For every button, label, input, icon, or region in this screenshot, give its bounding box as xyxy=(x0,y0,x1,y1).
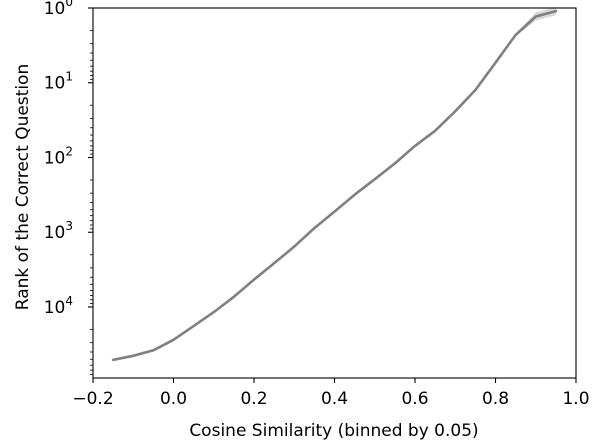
x-tick-label-0: −0.2 xyxy=(72,389,113,409)
y-axis: 100 101 102 103 104 xyxy=(44,0,93,375)
plot-area xyxy=(92,7,577,379)
plot-frame xyxy=(92,7,577,379)
x-tick-label-2: 0.2 xyxy=(240,389,267,409)
y-tick-label-0: 100 xyxy=(44,0,73,19)
y-tick-label-4: 104 xyxy=(44,294,73,318)
y-tick-label-2: 102 xyxy=(44,144,73,168)
y-tick-label-3: 103 xyxy=(44,219,73,243)
x-tick-label-3: 0.4 xyxy=(321,389,348,409)
y-axis-label: Rank of the Correct Question xyxy=(13,64,33,310)
series-0-line xyxy=(111,9,558,362)
x-axis-label: Cosine Similarity (binned by 0.05) xyxy=(189,421,478,441)
x-axis: −0.2 0.0 0.2 0.4 0.6 0.8 1.0 xyxy=(72,378,590,409)
y-tick-label-1: 101 xyxy=(44,70,73,94)
x-tick-label-1: 0.0 xyxy=(160,389,187,409)
x-tick-label-6: 1.0 xyxy=(562,389,589,409)
x-tick-label-5: 0.8 xyxy=(482,389,509,409)
series-0-confidence-band xyxy=(113,7,556,362)
x-tick-label-4: 0.6 xyxy=(401,389,428,409)
